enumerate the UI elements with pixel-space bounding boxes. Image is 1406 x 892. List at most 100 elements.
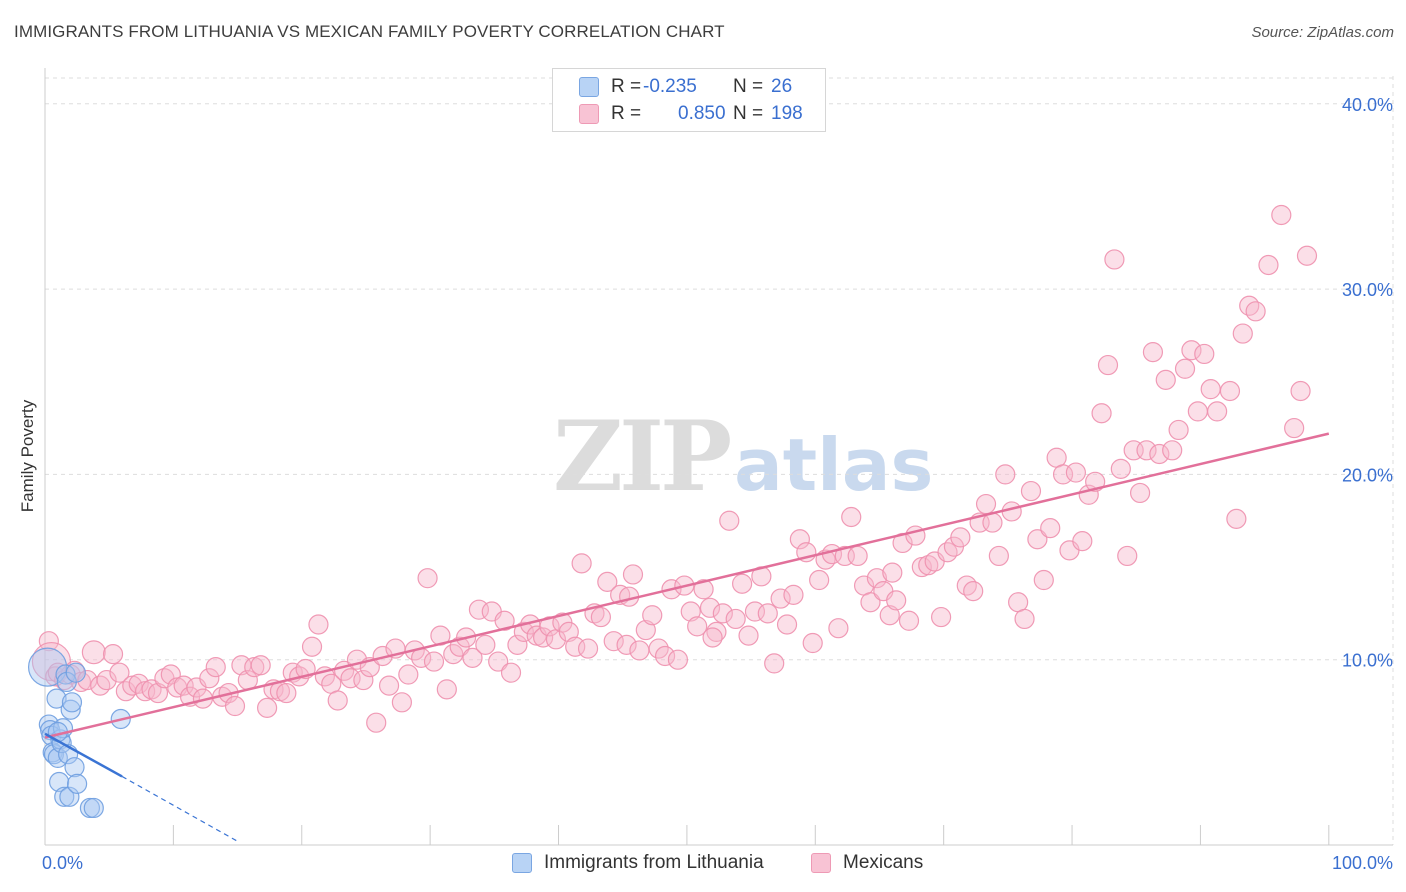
mexicans-point — [378, 675, 400, 696]
mexicans-point — [1296, 245, 1318, 266]
mexicans-point — [1232, 323, 1253, 344]
mexicans-point — [199, 668, 220, 689]
x-tick-label-min: 0.0% — [42, 853, 83, 873]
mexicans-point — [725, 608, 746, 630]
mexicans-point — [1104, 249, 1125, 270]
mexicans-point — [841, 506, 862, 528]
lithuania-trend-line — [44, 732, 123, 778]
chart-title: IMMIGRANTS FROM LITHUANIA VS MEXICAN FAM… — [14, 22, 725, 41]
y-tick-label: 10.0% — [1342, 651, 1393, 671]
lithuania-point — [55, 664, 76, 685]
mexicans-point — [732, 573, 753, 594]
mexicans-point — [571, 553, 592, 574]
mexicans-point — [1129, 482, 1151, 504]
legend-swatch-mexicans — [811, 853, 831, 873]
mexicans-point — [616, 634, 637, 655]
mexicans-point — [494, 610, 515, 631]
mexicans-point — [391, 692, 412, 713]
legend-label-lithuania: Immigrants from Lithuania — [544, 852, 764, 873]
mexicans-point — [956, 575, 977, 596]
lithuania-point — [61, 692, 83, 713]
mexicans-point — [988, 545, 1009, 567]
mexicans-point — [866, 568, 888, 589]
mexicans-point — [1027, 529, 1048, 550]
mexicans-point — [1181, 340, 1202, 361]
mexicans-point — [96, 669, 117, 691]
mexicans-point — [654, 645, 676, 667]
mexicans-point — [702, 627, 723, 648]
mexicans-point — [699, 597, 721, 618]
mexicans-point — [622, 564, 644, 585]
mexicans-point — [680, 601, 701, 622]
watermark: ZIPatlas — [553, 400, 933, 513]
y-tick-label: 30.0% — [1342, 280, 1393, 300]
lithuania-point — [54, 786, 75, 807]
mexicans-point — [860, 592, 881, 613]
mexicans-point — [975, 493, 997, 515]
source-label: Source: ZipAtlas.com — [1251, 24, 1394, 41]
watermark-zip: ZIP — [553, 400, 732, 513]
axes — [44, 68, 1393, 846]
lithuania-point — [66, 773, 88, 794]
mexicans-point — [764, 653, 785, 674]
correlation-legend: R = -0.235 N = 26 R = 0.850 N = 198 — [552, 68, 826, 132]
mexicans-point — [500, 662, 522, 683]
watermark-atlas: atlas — [734, 423, 934, 507]
mexicans-point — [1187, 401, 1208, 422]
mexicans-points — [31, 204, 1318, 733]
mexicans-point — [533, 627, 554, 648]
mexicans-point — [147, 682, 169, 704]
mexicans-point — [436, 679, 457, 700]
mexicans-point — [995, 464, 1016, 485]
mexicans-point — [930, 606, 952, 628]
mexicans-point — [1117, 545, 1138, 567]
mexicans-point — [38, 631, 59, 652]
legend-n-value: 26 — [771, 76, 793, 97]
mexicans-point — [828, 618, 849, 639]
legend-n-label: N = — [733, 103, 764, 124]
mexicans-point — [882, 562, 903, 583]
mexicans-point — [693, 579, 714, 600]
mexicans-point — [1040, 518, 1061, 539]
mexicans-point — [783, 584, 804, 605]
mexicans-point — [802, 632, 823, 654]
mexicans-point — [744, 601, 766, 622]
legend-swatch-lithuania — [512, 853, 532, 873]
mexicans-point — [1226, 508, 1247, 529]
mexicans-point — [398, 664, 419, 685]
trend-lines — [44, 432, 1330, 842]
mexicans-point — [276, 682, 297, 704]
mexicans-point — [205, 657, 226, 678]
legend-r-label: R = — [611, 103, 642, 124]
legend-r-value: -0.235 — [643, 76, 697, 97]
mexicans-point — [327, 690, 348, 711]
mexicans-point — [1200, 379, 1221, 400]
mexicans-point — [173, 675, 194, 696]
mexicans-point — [224, 695, 246, 717]
mexicans-point — [1174, 358, 1196, 379]
mexicans-point — [1014, 608, 1035, 630]
mexicans-point — [109, 662, 130, 683]
mexicans-point — [590, 606, 611, 628]
mexicans-point — [558, 621, 579, 643]
y-tick-label: 40.0% — [1342, 95, 1393, 115]
mexicans-point — [789, 529, 810, 550]
mexicans-point — [642, 605, 663, 626]
mexicans-point — [738, 625, 759, 646]
mexicans-point — [141, 679, 162, 700]
mexicans-point — [1168, 419, 1189, 441]
mexicans-trend-line — [44, 432, 1330, 739]
mexicans-point — [635, 619, 656, 641]
mexicans-point — [462, 647, 483, 668]
mexicans-point — [468, 599, 490, 620]
mexicans-point — [963, 581, 984, 602]
legend-label-mexicans: Mexicans — [843, 852, 924, 873]
lithuania-point — [65, 662, 86, 683]
mexicans-point — [417, 568, 438, 589]
mexicans-point — [353, 669, 374, 691]
lithuania-point — [64, 757, 85, 778]
mexicans-point — [1290, 380, 1311, 402]
mexicans-point — [1110, 458, 1131, 479]
legend-r-value: 0.850 — [678, 103, 726, 124]
